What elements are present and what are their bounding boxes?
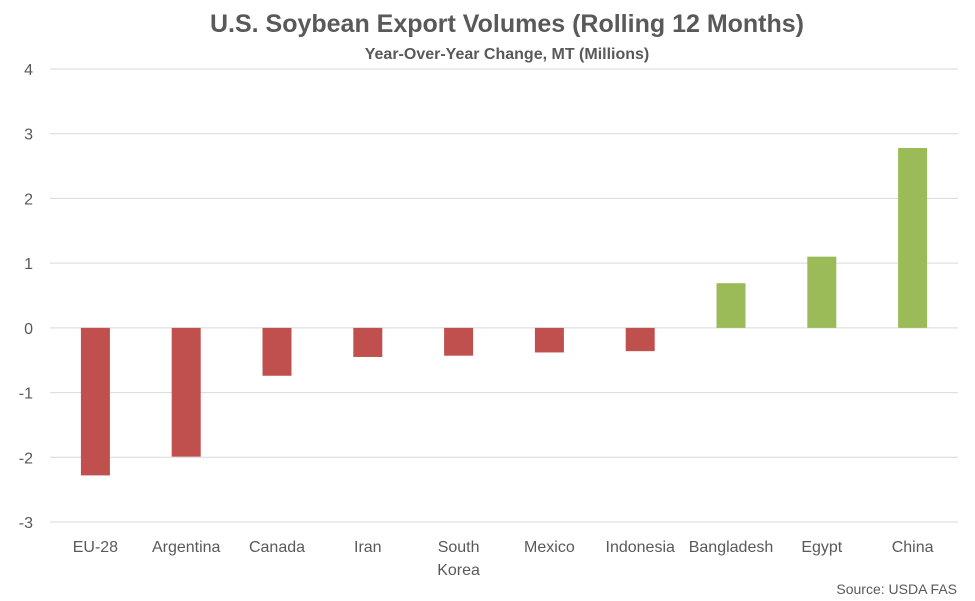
- x-category-label-line: Mexico: [524, 539, 575, 556]
- gridlines: [50, 68, 958, 523]
- y-tick-label: -1: [19, 386, 33, 403]
- x-category-label-line: Bangladesh: [689, 539, 774, 556]
- x-category-label: Argentina: [152, 539, 221, 556]
- y-tick-label: -3: [19, 515, 33, 532]
- bar-mexico: [534, 327, 564, 353]
- bar-egypt: [807, 256, 837, 328]
- y-tick-label: 0: [24, 321, 33, 338]
- bar-bangladesh: [716, 283, 746, 328]
- bar-canada: [262, 327, 292, 376]
- x-category-label-line: Korea: [437, 562, 480, 579]
- chart-title: U.S. Soybean Export Volumes (Rolling 12 …: [210, 10, 804, 38]
- x-category-label: Egypt: [801, 539, 842, 556]
- x-category-label: South Korea: [437, 539, 480, 579]
- chart-subtitle: Year-Over-Year Change, MT (Millions): [365, 46, 650, 63]
- bar-argentina: [171, 327, 201, 457]
- x-category-label-line: Iran: [354, 539, 382, 556]
- x-category-label: Iran: [354, 539, 382, 556]
- y-axis-ticks: -3 -2 -1 0 1 2 3 4: [19, 62, 33, 532]
- x-category-label-line: Egypt: [801, 539, 842, 556]
- y-tick-label: 3: [24, 127, 33, 144]
- x-category-label: Bangladesh: [689, 539, 774, 556]
- x-category-label-line: Argentina: [152, 539, 221, 556]
- x-category-label-line: Indonesia: [606, 539, 675, 556]
- x-category-label: China: [892, 539, 934, 556]
- bar-indonesia: [625, 327, 655, 352]
- bar-china: [898, 147, 928, 328]
- source-note: Source: USDA FAS: [836, 581, 957, 597]
- y-tick-label: 4: [24, 62, 33, 79]
- bar-eu-28: [80, 327, 110, 476]
- x-category-label: Mexico: [524, 539, 575, 556]
- x-category-label-line: South: [438, 539, 480, 556]
- y-tick-label: 2: [24, 191, 33, 208]
- x-category-label: Indonesia: [606, 539, 675, 556]
- x-category-label-line: China: [892, 539, 934, 556]
- y-tick-label: -2: [19, 450, 33, 467]
- bars: [80, 147, 928, 476]
- x-axis-labels: EU-28 Argentina Canada Iran South Korea Mexico…: [73, 539, 934, 579]
- x-category-label-line: Canada: [249, 539, 305, 556]
- bar-south-korea: [444, 327, 474, 356]
- y-tick-label: 1: [24, 256, 33, 273]
- bar-iran: [353, 327, 383, 357]
- x-category-label: Canada: [249, 539, 305, 556]
- x-category-label: EU-28: [73, 539, 118, 556]
- x-category-label-line: EU-28: [73, 539, 118, 556]
